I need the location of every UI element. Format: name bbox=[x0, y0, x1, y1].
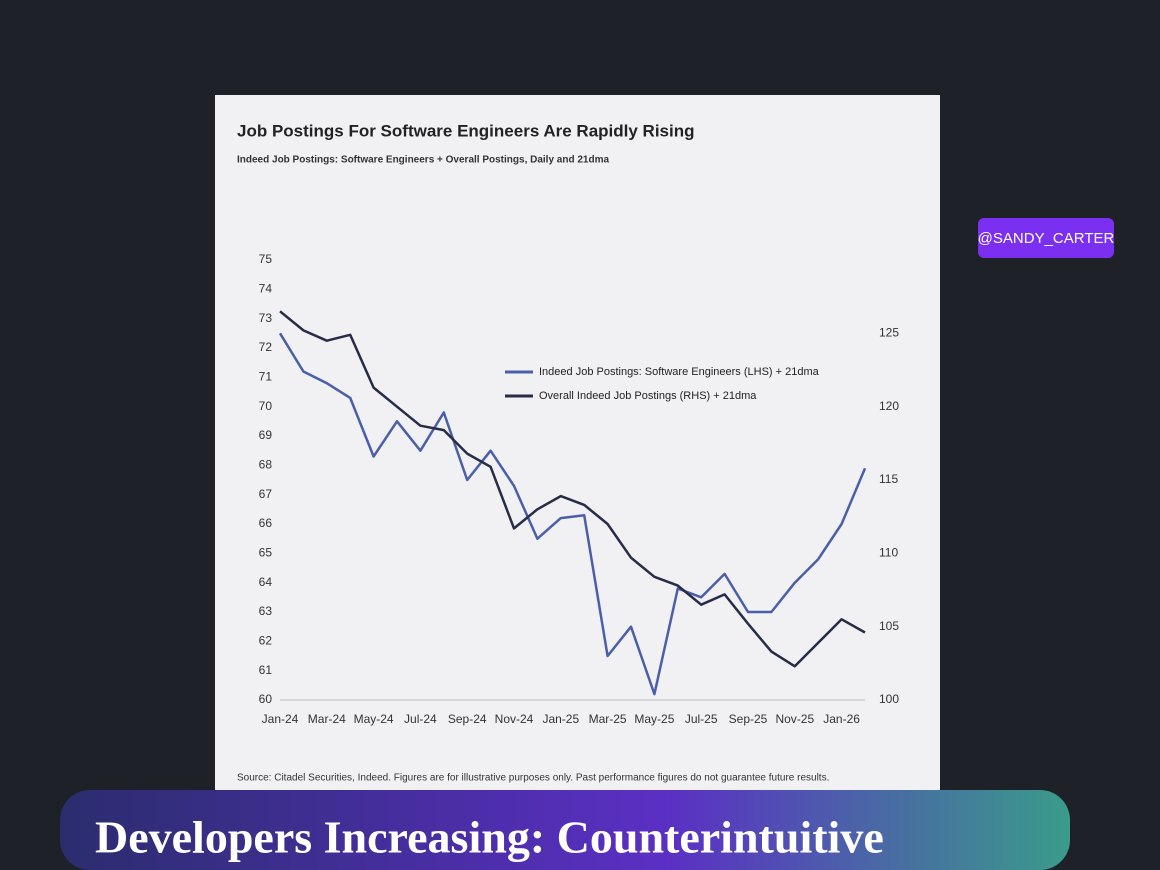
y-tick-label: 72 bbox=[259, 340, 273, 354]
y-tick-label: 65 bbox=[259, 546, 273, 560]
legend-label: Indeed Job Postings: Software Engineers … bbox=[539, 366, 820, 378]
y2-tick-label: 100 bbox=[879, 692, 899, 706]
y-tick-label: 66 bbox=[259, 516, 273, 530]
series-line bbox=[278, 332, 867, 696]
y-tick-label: 75 bbox=[259, 252, 273, 266]
y-tick-label: 70 bbox=[259, 399, 273, 413]
y2-tick-label: 110 bbox=[879, 546, 898, 560]
x-tick-label: Jul-25 bbox=[685, 712, 718, 726]
x-tick-label: May-24 bbox=[354, 712, 394, 726]
x-tick-label: May-25 bbox=[634, 712, 674, 726]
series-line bbox=[279, 310, 866, 668]
x-tick-label: Sep-24 bbox=[448, 712, 487, 726]
x-tick-label: Jul-24 bbox=[404, 712, 437, 726]
y-tick-label: 63 bbox=[259, 604, 273, 618]
y-tick-label: 61 bbox=[259, 663, 273, 677]
plot: 60 61 62 63 64 65 66 67 68 69 70 71 72 73 74 75 100 105 11… bbox=[259, 252, 900, 726]
y-tick-label: 69 bbox=[259, 428, 273, 442]
slide bbox=[215, 95, 940, 830]
x-tick-label: Mar-25 bbox=[589, 712, 627, 726]
y-tick-label: 60 bbox=[259, 692, 273, 706]
handle-text: @SANDY_CARTER bbox=[978, 230, 1115, 247]
x-tick-label: Jan-24 bbox=[262, 712, 299, 726]
x-tick-label: Jan-26 bbox=[823, 712, 860, 726]
x-tick-label: Nov-25 bbox=[775, 712, 814, 726]
source-note: Source: Citadel Securities, Indeed. Figu… bbox=[237, 773, 829, 784]
y2-tick-label: 120 bbox=[879, 399, 899, 413]
x-tick-label: Jan-25 bbox=[542, 712, 579, 726]
caption-banner bbox=[60, 790, 1070, 870]
y-tick-label: 62 bbox=[259, 634, 273, 648]
y-tick-label: 71 bbox=[259, 370, 273, 384]
caption-text: Developers Increasing: Counterintuitive bbox=[95, 812, 884, 863]
chart-subtitle: Indeed Job Postings: Software Engineers … bbox=[237, 155, 609, 166]
y-tick-label: 64 bbox=[259, 575, 273, 589]
x-tick-label: Sep-25 bbox=[729, 712, 768, 726]
x-tick-label: Mar-24 bbox=[308, 712, 346, 726]
x-tick-label: Nov-24 bbox=[495, 712, 534, 726]
chart-title: Job Postings For Software Engineers Are … bbox=[237, 121, 695, 140]
y-tick-label: 67 bbox=[259, 487, 273, 501]
y-tick-label: 74 bbox=[259, 282, 273, 296]
y-tick-label: 73 bbox=[259, 311, 273, 325]
y-tick-label: 68 bbox=[259, 458, 273, 472]
y2-tick-label: 125 bbox=[879, 326, 899, 340]
legend-label: Overall Indeed Job Postings (RHS) + 21dm… bbox=[539, 390, 757, 402]
y2-tick-label: 115 bbox=[879, 472, 898, 486]
y2-tick-label: 105 bbox=[879, 619, 899, 633]
handle-tag bbox=[978, 218, 1114, 258]
